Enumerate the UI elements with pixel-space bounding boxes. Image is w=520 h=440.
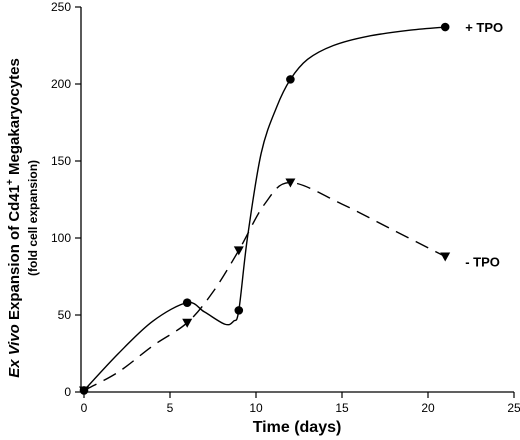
y-tick-label: 50: [58, 308, 72, 322]
y-tick-label: 100: [51, 231, 71, 245]
data-point: [182, 298, 192, 307]
series-curves: [83, 26, 446, 392]
axes: [80, 7, 514, 393]
y-axis-title-superscript: +: [5, 179, 16, 185]
x-tick-label: 5: [167, 401, 174, 415]
y-tick-label: 150: [51, 154, 71, 168]
data-point: [440, 22, 450, 32]
data-point: [182, 318, 193, 328]
data-point: [285, 178, 296, 188]
series-label: - TPO: [465, 254, 500, 269]
y-tick-label: 0: [64, 385, 71, 399]
y-tick-label: 200: [51, 77, 71, 91]
data-point: [440, 252, 451, 262]
x-tick-label: 25: [507, 401, 520, 415]
x-axis-title: Time (days): [253, 419, 342, 436]
y-tick-label: 250: [51, 0, 71, 14]
data-point: [286, 75, 295, 84]
series-label: + TPO: [465, 20, 503, 35]
data-point: [79, 386, 89, 396]
y-axis-title-italic: Ex Vivo: [6, 324, 23, 378]
x-tick-label: 0: [81, 401, 88, 415]
y-axis-title-group: Ex Vivo Expansion of Cd41+ Megakaryocyte…: [5, 58, 23, 378]
x-tick-label: 10: [249, 401, 263, 415]
data-point: [234, 306, 244, 315]
y-axis-title: Ex Vivo Expansion of Cd41+ Megakaryocyte…: [5, 58, 23, 378]
y-axis-subtitle: (fold cell expansion): [26, 160, 40, 276]
y-axis-title-tail: Megakaryocytes: [6, 58, 23, 179]
series-labels: + TPO - TPO: [465, 20, 503, 269]
series-line-minus-tpo: [83, 181, 446, 392]
data-point: [233, 246, 244, 256]
x-tick-label: 15: [335, 401, 349, 415]
series-line-plus-tpo: [83, 26, 446, 391]
y-axis-title-main: Expansion of Cd41: [6, 185, 23, 324]
series-markers: [79, 22, 451, 396]
x-tick-label: 20: [421, 401, 435, 415]
